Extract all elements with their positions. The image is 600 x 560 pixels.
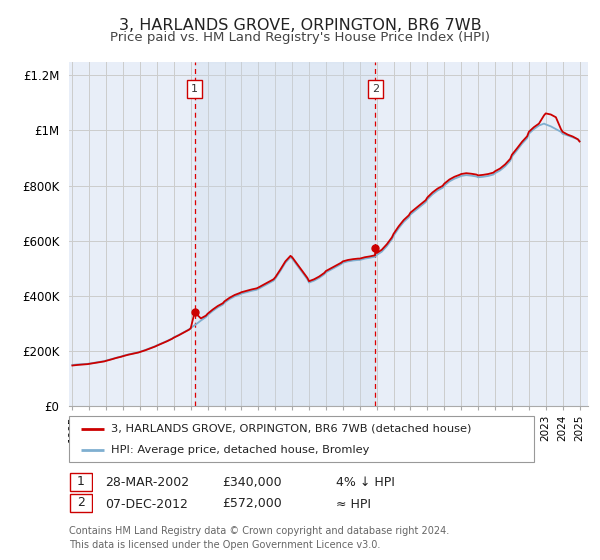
Text: Contains HM Land Registry data © Crown copyright and database right 2024.
This d: Contains HM Land Registry data © Crown c… [69, 526, 449, 549]
Text: 3, HARLANDS GROVE, ORPINGTON, BR6 7WB: 3, HARLANDS GROVE, ORPINGTON, BR6 7WB [119, 18, 481, 33]
Bar [194, 62, 376, 406]
Text: 2: 2 [77, 496, 85, 510]
Text: 07-DEC-2012: 07-DEC-2012 [105, 497, 188, 511]
Bar [70, 494, 92, 512]
Text: ≈ HPI: ≈ HPI [336, 497, 371, 511]
Text: HPI: Average price, detached house, Bromley: HPI: Average price, detached house, Brom… [111, 445, 369, 455]
Text: £340,000: £340,000 [222, 476, 281, 489]
Text: 2: 2 [372, 84, 379, 94]
Text: 3, HARLANDS GROVE, ORPINGTON, BR6 7WB (detached house): 3, HARLANDS GROVE, ORPINGTON, BR6 7WB (d… [111, 424, 471, 434]
Text: £572,000: £572,000 [222, 497, 282, 511]
Bar [70, 473, 92, 491]
Text: 1: 1 [77, 475, 85, 488]
Text: 1: 1 [191, 84, 198, 94]
Text: Price paid vs. HM Land Registry's House Price Index (HPI): Price paid vs. HM Land Registry's House … [110, 31, 490, 44]
Text: 4% ↓ HPI: 4% ↓ HPI [336, 476, 395, 489]
Text: 28-MAR-2002: 28-MAR-2002 [105, 476, 189, 489]
